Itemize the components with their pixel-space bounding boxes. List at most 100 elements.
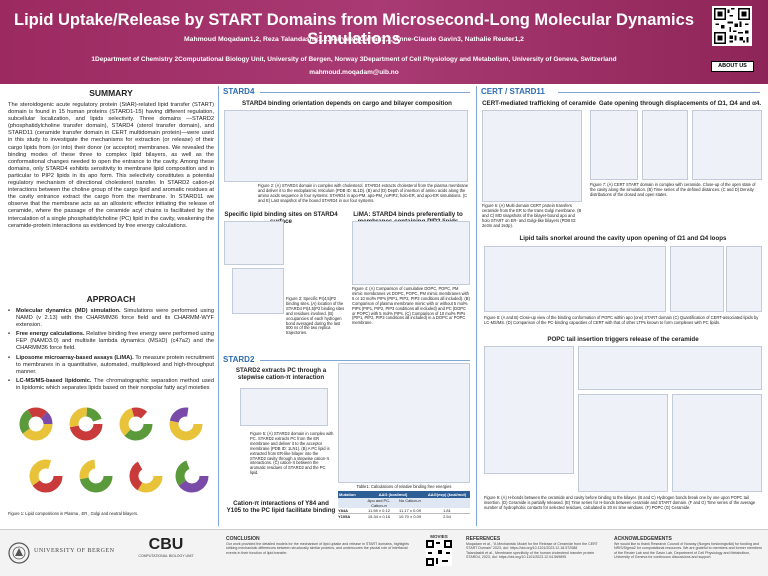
table-row: Y84A 11.98 ± 0.12 11.17 ± 0.09 1.81: [338, 508, 470, 514]
lipid-composition-donuts: [19, 407, 209, 493]
figure1-caption: Figure 1: Lipid compositions in Plasma ,…: [8, 511, 139, 516]
cbu-title: CBU: [148, 536, 184, 553]
donut-chart: [119, 407, 153, 441]
table-header-cell: ΔΔG (kcal/mol): [378, 492, 408, 497]
stard2-title-cation-pi: STARD2 extracts PC through a stepwise ca…: [235, 367, 327, 381]
affiliations: 1Department of Chemistry 2Computational …: [91, 56, 617, 63]
donut-chart: [169, 407, 203, 441]
approach-item-free-energy: Free energy calculations. Relative bindi…: [8, 331, 214, 352]
stard2-title-y84-y105: Cation-π interactions of Y84 and Y105 to…: [226, 500, 336, 514]
stard4-title-orientation: STARD4 binding orientation depends on ca…: [242, 100, 452, 107]
summary-heading: SUMMARY: [89, 88, 133, 98]
table-subheader-row: Apo and PC-Cation-π No Cation-π: [338, 498, 470, 508]
acknowledgements-heading: ACKNOWLEDGEMENTS: [614, 536, 672, 542]
figure4-chart: [352, 221, 470, 285]
references-block: REFERENCES Moqadam et al., "A Mechanisti…: [466, 536, 606, 559]
movies-block[interactable]: MOVIES: [420, 534, 458, 571]
cbu-logo: CBU COMPUTATIONAL BIOLOGY UNIT: [138, 536, 194, 572]
donut-chart: [79, 459, 113, 493]
figure9e-timeseries: [578, 346, 762, 390]
figure7a-image: [590, 110, 638, 180]
references-heading: REFERENCES: [466, 536, 501, 542]
binding-energy-table: Mutation ΔΔG (kcal/mol) ΔΔG(exp) (kcal/m…: [338, 491, 470, 519]
movies-qr-code-icon[interactable]: [426, 540, 452, 566]
table1-caption: Table1: Calculations of relative binding…: [356, 484, 452, 489]
table-cell: [338, 498, 362, 508]
figure8ab-image: [484, 246, 666, 312]
figure6-caption: Figure 6: (A) Multi domain CERT protein …: [482, 203, 582, 228]
authors: Mahmoud Moqadam1,2, Reza Talandashti1,2,…: [184, 36, 524, 43]
approach-list: Molecular dynamics (MD) simulation. Simu…: [8, 308, 214, 392]
figure6-image: [482, 110, 582, 202]
approach-item-md: Molecular dynamics (MD) simulation. Simu…: [8, 308, 214, 329]
figure9f-heatmap: [578, 394, 668, 492]
figure9-images: [484, 346, 574, 474]
reference-1[interactable]: Moqadam et al., "A Mechanistic Model for…: [466, 542, 598, 551]
donut-chart: [69, 407, 103, 441]
uib-name: UNIVERSITY OF BERGEN: [34, 548, 115, 554]
figure7-caption: Figure 7: (A) CERT START domain in compl…: [590, 182, 756, 197]
figure9-caption: Figure 9: (A) H-bonds between the cerami…: [484, 495, 756, 510]
stard4-column: [218, 86, 219, 526]
summary-text: The steroidogenic acute regulatory prote…: [8, 102, 214, 229]
approach-item-lipidomic: LC-MS/MS-based lipidomic. The chromatogr…: [8, 378, 214, 392]
figure2-image: [224, 110, 468, 182]
figure3b-chart: [232, 268, 284, 314]
poster-title: Lipid Uptake/Release by START Domains fr…: [14, 11, 694, 48]
table-cell: Apo and PC-Cation-π: [367, 498, 391, 508]
poster-footer: UNIVERSITY OF BERGEN CBU COMPUTATIONAL B…: [0, 529, 768, 576]
table-cell: 10.70 ± 0.09: [398, 514, 422, 519]
figure2-caption: Figure 2: (A) STARD4 domain in complex w…: [258, 183, 469, 203]
qr-code-icon[interactable]: [712, 6, 752, 46]
figure7cd-chart: [692, 110, 762, 180]
figure3a-image: [224, 221, 284, 265]
acknowledgements-block: ACKNOWLEDGEMENTS We would like to thank …: [614, 536, 762, 559]
cert-title-lipid-tails: Lipid tails snorkel around the cavity up…: [519, 235, 727, 242]
donut-chart: [129, 459, 163, 493]
figure5bc-image: [338, 363, 470, 483]
conclusion-heading: CONCLUSION: [226, 536, 260, 542]
figure7b-chart: [642, 110, 688, 180]
stard2-rule: [260, 360, 470, 361]
table-row: Y105A 15.34 ± 0.16 10.70 ± 0.09 2.54: [338, 514, 470, 519]
movies-label: MOVIES: [430, 534, 448, 539]
figure8c-chart: [670, 246, 724, 312]
cert-title-popc-release: POPC tail insertion triggers release of …: [547, 336, 699, 343]
table-cell: 11.98 ± 0.12: [368, 508, 390, 513]
figure5-caption: Figure 5: (A) STARD2 domain in complex w…: [250, 431, 334, 476]
figure5a-image: [240, 388, 328, 426]
cert-section-label: CERT / STARD11: [481, 87, 545, 96]
table-cell: 1.81: [443, 508, 451, 513]
reference-2[interactable]: Talandashti et al., Membrane specificity…: [466, 550, 595, 559]
stard4-rule: [260, 92, 470, 93]
table-cell: Y84A: [338, 508, 349, 513]
stard4-section-label: STARD4: [223, 87, 255, 96]
donut-chart: [19, 407, 53, 441]
cert-column: [476, 86, 477, 526]
table-cell: Y105A: [338, 514, 351, 519]
figure8-caption: Figure 8: (A and B) Close-up view of the…: [484, 315, 759, 325]
acknowledgements-text: We would like to thank Research Council …: [614, 542, 762, 559]
table-cell: 11.17 ± 0.09: [399, 508, 421, 513]
contact-email[interactable]: mahmoud.moqadam@uib.no: [309, 69, 399, 76]
conclusion-block: CONCLUSION Our work provided the detaile…: [226, 536, 412, 555]
table-header-row: Mutation ΔΔG (kcal/mol) ΔΔG(exp) (kcal/m…: [338, 491, 470, 498]
table-header-cell: ΔΔG(exp) (kcal/mol): [427, 492, 467, 497]
table-cell: 15.34 ± 0.16: [367, 514, 391, 519]
about-us-button[interactable]: ABOUT US: [711, 61, 754, 72]
uib-seal-icon: [8, 542, 30, 564]
table-header-cell: Mutation: [339, 492, 356, 497]
approach-section: APPROACH Molecular dynamics (MD) simulat…: [8, 294, 214, 394]
cert-title-gate-opening: Gate opening through displacements of Ω1…: [598, 100, 762, 107]
donut-chart: [175, 459, 209, 493]
table-cell: No Cation-π: [399, 498, 421, 503]
cert-rule: [558, 92, 760, 93]
uib-logo: UNIVERSITY OF BERGEN: [8, 540, 120, 566]
figure3-caption: Figure 3: Specific PI(4,5)P2 binding sit…: [286, 296, 345, 336]
stard2-section-label: STARD2: [223, 355, 255, 364]
conclusion-text: Our work provided the detailed models fo…: [226, 542, 409, 555]
summary-section: SUMMARY The steroidogenic acute regulato…: [8, 88, 214, 230]
donut-chart: [29, 459, 63, 493]
figure4-caption: Figure 4: (A) Comparison of cumulative D…: [352, 286, 470, 326]
cbu-subtitle: COMPUTATIONAL BIOLOGY UNIT: [138, 554, 194, 558]
